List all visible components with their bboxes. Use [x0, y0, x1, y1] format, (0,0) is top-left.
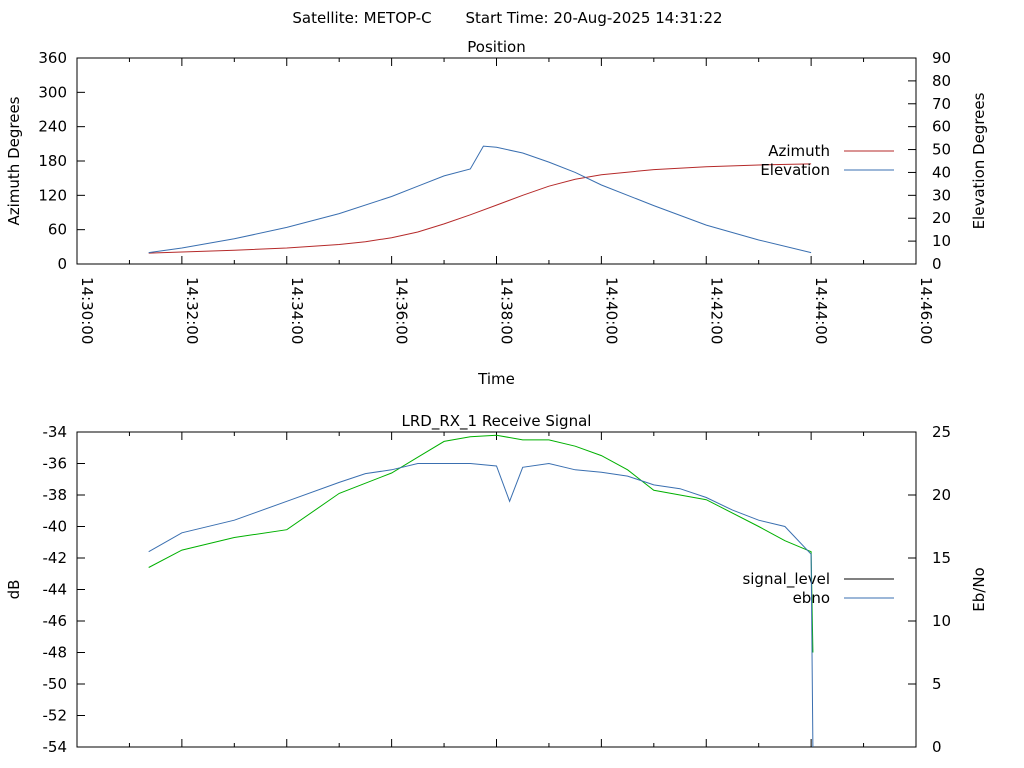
y2-tick-label: 10 — [932, 612, 951, 630]
y-tick-label: 60 — [48, 221, 67, 239]
y-tick-label: 300 — [38, 83, 67, 101]
y-tick-label: 0 — [57, 255, 67, 273]
series-line-ebno — [148, 462, 814, 748]
y2-tick-label: 20 — [932, 209, 951, 227]
y2-tick-label: 90 — [932, 49, 951, 67]
y-tick-label: -36 — [43, 455, 68, 473]
series-line-signal_level — [148, 434, 814, 653]
satellite-label: Satellite: METOP-C — [292, 9, 431, 27]
x-tick-label: 14:42:00 — [707, 277, 725, 344]
y-tick-label: 120 — [38, 186, 67, 204]
start-time-label: Start Time: 20-Aug-2025 14:31:22 — [465, 9, 722, 27]
y-tick-label: -46 — [43, 612, 68, 630]
y-axis-label: Azimuth Degrees — [5, 96, 23, 225]
y2-tick-label: 20 — [932, 486, 951, 504]
chart-title: Position — [467, 38, 525, 56]
y-tick-label: -50 — [43, 675, 68, 693]
y-tick-label: -48 — [43, 644, 68, 662]
y2-tick-label: 70 — [932, 95, 951, 113]
y-tick-label: -40 — [43, 518, 68, 536]
y-tick-label: -38 — [43, 486, 68, 504]
y2-tick-label: 80 — [932, 72, 951, 90]
receive-signal-panel: LRD_RX_1 Receive Signal -54 -52 -50 -48 -46 -4… — [5, 412, 988, 756]
x-tick-label: 14:34:00 — [288, 277, 306, 344]
position-panel: Position 14:30:00 14:32:00 14:34:00 14:36:00… — [5, 38, 988, 388]
x-tick-label: 14:30:00 — [78, 277, 96, 344]
y-tick-label: 240 — [38, 118, 67, 136]
y2-tick-label: 0 — [932, 255, 942, 273]
legend-label-azimuth: Azimuth — [768, 142, 830, 160]
y2-axis-label: Elevation Degrees — [970, 92, 988, 229]
chart-title: LRD_RX_1 Receive Signal — [402, 412, 592, 431]
y2-tick-label: 0 — [932, 738, 942, 756]
plot-frame — [76, 431, 917, 748]
series-line-azimuth — [148, 163, 812, 254]
y2-tick-label: 5 — [932, 675, 942, 693]
x-tick-label: 14:46:00 — [917, 277, 935, 344]
series-line-elevation — [148, 145, 812, 254]
y2-tick-label: 40 — [932, 163, 951, 181]
x-axis-label: Time — [477, 370, 515, 388]
y2-tick-label: 60 — [932, 118, 951, 136]
legend-label-ebno: ebno — [793, 589, 830, 607]
y-tick-label: -34 — [43, 423, 68, 441]
y-tick-label: -52 — [43, 707, 68, 725]
x-tick-label: 14:38:00 — [498, 277, 516, 344]
y2-tick-label: 15 — [932, 549, 951, 567]
y-axis-label: dB — [5, 580, 23, 600]
legend-label-elevation: Elevation — [760, 161, 830, 179]
y-tick-label: -42 — [43, 549, 68, 567]
y2-tick-label: 30 — [932, 186, 951, 204]
x-tick-label: 14:44:00 — [812, 277, 830, 344]
y2-tick-label: 25 — [932, 423, 951, 441]
y2-tick-label: 50 — [932, 141, 951, 159]
y-tick-label: 180 — [38, 152, 67, 170]
x-tick-label: 14:36:00 — [393, 277, 411, 344]
y-tick-label: 360 — [38, 49, 67, 67]
y-tick-label: -44 — [43, 581, 68, 599]
y-tick-label: -54 — [43, 738, 68, 756]
y2-axis-label: Eb/No — [970, 567, 988, 611]
y2-tick-label: 10 — [932, 232, 951, 250]
legend-label-signal_level: signal_level — [742, 570, 830, 589]
x-tick-label: 14:32:00 — [183, 277, 201, 344]
x-tick-label: 14:40:00 — [602, 277, 620, 344]
